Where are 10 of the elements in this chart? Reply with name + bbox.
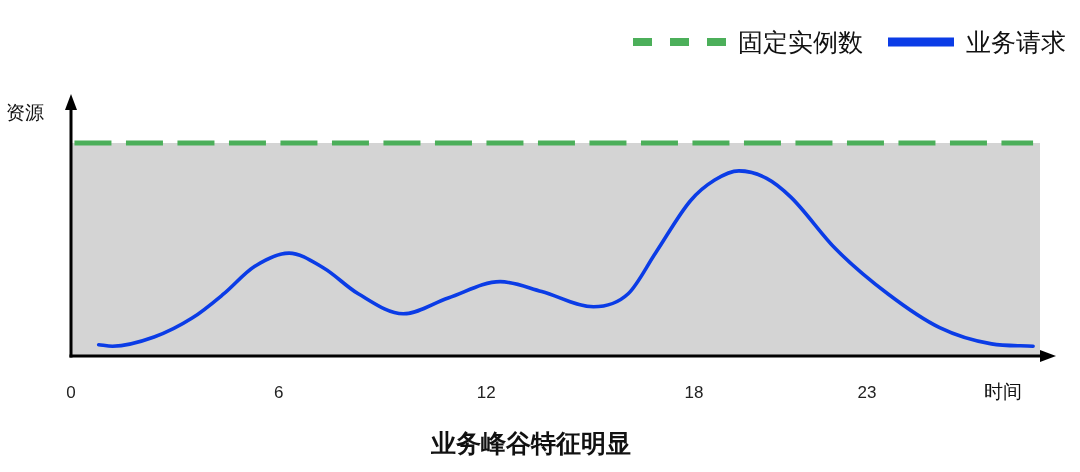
x-tick-label: 6 <box>273 383 284 402</box>
x-tick-label: 18 <box>684 383 704 402</box>
x-tick-label: 23 <box>857 383 877 402</box>
x-tick-label: 12 <box>476 383 496 402</box>
y-axis-title: 资源 <box>6 102 44 123</box>
legend-label: 固定实例数 <box>738 28 863 56</box>
x-axis-title: 时间 <box>984 381 1022 402</box>
x-tick-label: 0 <box>66 383 76 402</box>
text: 业务峰谷特征明显 <box>430 429 631 457</box>
legend-label: 业务请求 <box>966 28 1066 56</box>
